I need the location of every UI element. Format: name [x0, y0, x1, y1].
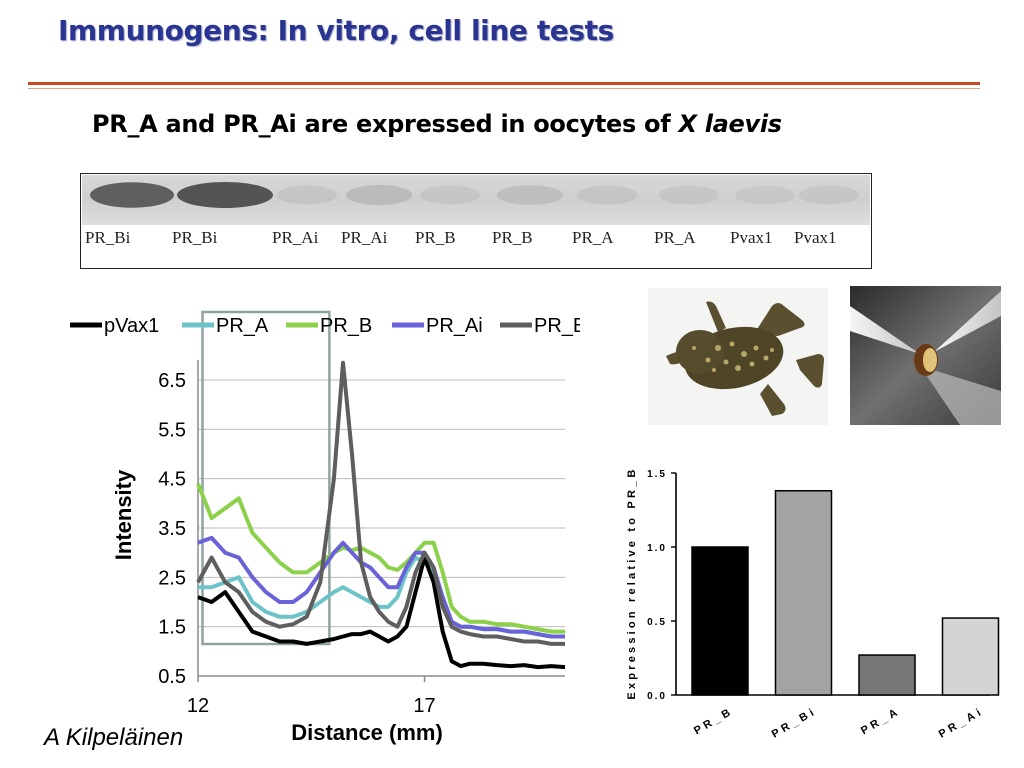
lane-label: PR_Ai — [272, 228, 319, 247]
bar-y-tick-labels: 0.0 0.5 1.0 1.5 — [647, 469, 667, 702]
blot-bands — [90, 182, 859, 208]
bar-pr-b — [691, 546, 749, 696]
y-axis-label: Intensity — [111, 469, 136, 560]
lane-label: Pvax1 — [794, 228, 837, 247]
blot-band — [277, 185, 337, 205]
bar-pr-ai — [941, 617, 1000, 696]
expression-bar-chart: 0.0 0.5 1.0 1.5 PR_B PR_Bi PR_A PR_Ai Expressi… — [626, 466, 1000, 741]
x-tick-labels: 12 17 — [187, 695, 436, 717]
title-divider-thin — [28, 88, 980, 89]
bar-pr-a — [858, 654, 916, 696]
blot-band — [420, 185, 480, 205]
legend-label: pVax1 — [104, 315, 159, 337]
x-tick-label: 17 — [413, 695, 435, 717]
blot-band — [735, 185, 795, 205]
author-credit: A Kilpeläinen — [44, 724, 184, 751]
lane-label: PR_A — [654, 228, 696, 247]
legend-label: PR_Bi — [534, 315, 580, 337]
bar-y-tick-label: 0.0 — [647, 691, 667, 702]
legend-label: PR_B — [320, 315, 372, 337]
series-line-pr-bi — [196, 360, 565, 646]
blot-band — [90, 182, 174, 208]
legend-label: PR_A — [216, 315, 269, 337]
y-tick-label: 3.5 — [158, 518, 186, 540]
lane-label: PR_Bi — [85, 228, 131, 247]
lane-label: PR_Bi — [172, 228, 218, 247]
slide-title: Immunogens: In vitro, cell line tests — [58, 14, 614, 47]
blot-band — [659, 185, 719, 205]
blot-band — [497, 185, 563, 205]
frog-photo — [648, 288, 828, 425]
y-tick-label: 6.5 — [158, 370, 186, 392]
bar-y-tick-label: 1.5 — [647, 469, 667, 480]
lane-label: PR_B — [415, 228, 456, 247]
y-tick-label: 0.5 — [158, 666, 186, 688]
subtitle-text: PR_A and PR_Ai are expressed in oocytes … — [92, 110, 679, 138]
oocyte-photo — [850, 286, 1001, 425]
bar-x-tick-label: PR_Bi — [770, 705, 819, 740]
series-line-pvax1 — [197, 555, 566, 670]
series-line-pr-ai — [197, 535, 565, 639]
x-axis-label: Distance (mm) — [291, 720, 443, 745]
bar-y-tick-label: 0.5 — [647, 617, 667, 628]
lane-labels: PR_Bi PR_Bi PR_Ai PR_Ai PR_B PR_B PR_A PR_A Pvax… — [81, 226, 871, 248]
subtitle-italic: X laevis — [678, 110, 782, 138]
lane-label: PR_Ai — [341, 228, 388, 247]
legend-label: PR_Ai — [426, 315, 483, 337]
y-tick-label: 5.5 — [158, 419, 186, 441]
bar-x-tick-labels: PR_B PR_Bi PR_A PR_Ai — [692, 705, 986, 740]
lane-label: Pvax1 — [730, 228, 773, 247]
bars — [691, 490, 1000, 696]
bar-y-axis-label: Expression relative to PR_B — [626, 466, 638, 699]
bar-x-tick-label: PR_B — [692, 705, 736, 737]
title-divider — [28, 82, 980, 85]
western-blot-image: PR_Bi PR_Bi PR_Ai PR_Ai PR_B PR_B PR_A PR_A Pvax… — [80, 173, 872, 269]
y-tick-labels: 0.5 1.5 2.5 3.5 4.5 5.5 6.5 — [158, 370, 186, 688]
series-line-pr-b — [196, 482, 565, 634]
bar-x-tick-label: PR_Ai — [937, 705, 986, 740]
bar-pr-bi — [774, 490, 833, 696]
lane-label: PR_B — [492, 228, 533, 247]
blot-band — [346, 184, 412, 206]
blot-band — [799, 185, 859, 205]
highlight-box — [201, 310, 331, 646]
chart-axes — [197, 360, 565, 682]
x-tick-label: 12 — [187, 695, 209, 717]
y-tick-label: 2.5 — [158, 567, 186, 589]
chart-legend: pVax1 PR_A PR_B PR_Ai PR_Bi — [70, 315, 580, 337]
blot-band — [177, 182, 273, 208]
slide-subtitle: PR_A and PR_Ai are expressed in oocytes … — [92, 110, 782, 138]
bar-x-tick-label: PR_A — [859, 705, 903, 737]
blot-photo — [82, 175, 870, 225]
y-tick-label: 1.5 — [158, 617, 186, 639]
bar-y-tick-label: 1.0 — [647, 543, 667, 554]
blot-band — [577, 185, 637, 205]
intensity-line-chart: 0.5 1.5 2.5 3.5 4.5 5.5 6.5 12 17 pVax1 PR_A PR_B… — [70, 310, 580, 745]
y-tick-label: 4.5 — [158, 469, 186, 491]
lane-label: PR_A — [572, 228, 614, 247]
series-lines — [196, 360, 566, 670]
